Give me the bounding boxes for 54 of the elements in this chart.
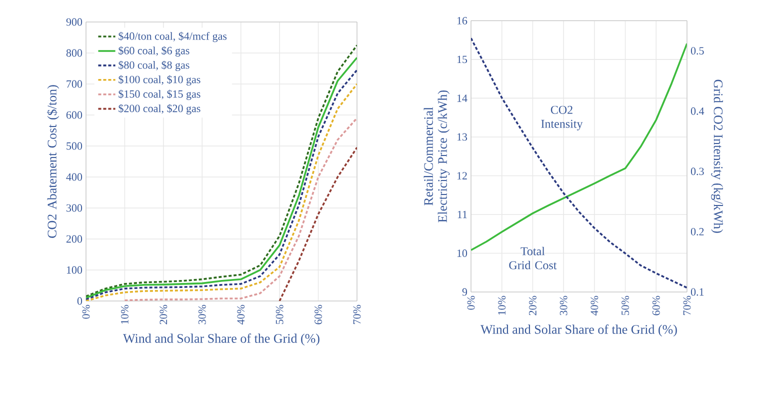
x-tick-label: 60% xyxy=(652,296,660,316)
y2-tick-label: 0.1 xyxy=(690,288,704,296)
legend-label: $40/ton coal, $4/mcf gas xyxy=(118,32,227,42)
y-tick-label: 10 xyxy=(457,250,468,257)
y-tick-label: 400 xyxy=(66,173,82,181)
legend-label: $150 coal, $15 gas xyxy=(118,90,200,100)
y-tick-label: 9 xyxy=(462,288,468,296)
y-tick-label: 900 xyxy=(66,18,82,26)
y-tick-label: 700 xyxy=(66,80,82,88)
y2-tick-label: 0.2 xyxy=(690,228,704,236)
x-axis-title: Wind and Solar Share of the Grid (%) xyxy=(480,324,677,336)
x-tick-label: 0% xyxy=(467,296,475,310)
line-series xyxy=(278,146,357,301)
x-tick-label: 70% xyxy=(683,296,691,315)
legend-label: $80 coal, $8 gas xyxy=(118,60,190,72)
y-tick-label: 300 xyxy=(66,204,82,212)
x-tick-label: 40% xyxy=(237,304,245,324)
series-label: CO2 Intensity xyxy=(541,106,583,130)
x-tick-label: 30% xyxy=(560,296,568,316)
x-tick-label: 60% xyxy=(314,304,322,324)
y-tick-label: 14 xyxy=(457,94,468,102)
x-tick-label: 30% xyxy=(198,304,206,324)
y-tick-label: 13 xyxy=(457,133,468,141)
y2-tick-label: 0.5 xyxy=(690,47,704,55)
y-tick-label: 0 xyxy=(77,297,82,305)
y-tick-label: 600 xyxy=(66,111,82,119)
x-axis-title: Wind and Solar Share of the Grid (%) xyxy=(123,334,320,346)
x-tick-label: 20% xyxy=(528,296,536,316)
legend-label: $100 coal, $10 gas xyxy=(118,75,200,86)
x-tick-label: 50% xyxy=(622,296,630,316)
y-tick-label: 100 xyxy=(66,266,82,274)
y2-axis-title: Grid CO2 Intensity (kg/kWh) xyxy=(711,80,723,233)
x-tick-label: 0% xyxy=(82,304,90,319)
series-label: Total Grid Cost xyxy=(509,246,557,270)
legend-label: $200 coal, $20 gas xyxy=(118,104,200,114)
x-tick-label: 50% xyxy=(276,304,284,324)
y-tick-label: 200 xyxy=(66,235,82,243)
y-tick-label: 15 xyxy=(457,56,468,64)
line-series xyxy=(124,117,357,301)
y2-tick-label: 0.3 xyxy=(690,168,704,176)
x-tick-label: 40% xyxy=(590,296,598,316)
y-tick-label: 500 xyxy=(66,142,82,150)
x-tick-label: 70% xyxy=(353,304,361,324)
y-tick-label: 16 xyxy=(457,17,468,24)
x-tick-label: 10% xyxy=(121,304,128,324)
y-axis-title: Retail/Commercial Electricity Price (c/kWh) xyxy=(424,90,450,222)
y-axis-title: CO2 Abatement Cost ($/ton) xyxy=(46,85,60,238)
y-tick-label: 11 xyxy=(458,210,467,218)
y-tick-label: 800 xyxy=(66,49,82,57)
y-tick-label: 12 xyxy=(457,172,467,180)
legend-label: $60 coal, $6 gas xyxy=(118,46,190,57)
x-tick-label: 10% xyxy=(498,296,506,315)
y2-tick-label: 0.4 xyxy=(690,107,704,115)
x-tick-label: 20% xyxy=(160,304,168,324)
